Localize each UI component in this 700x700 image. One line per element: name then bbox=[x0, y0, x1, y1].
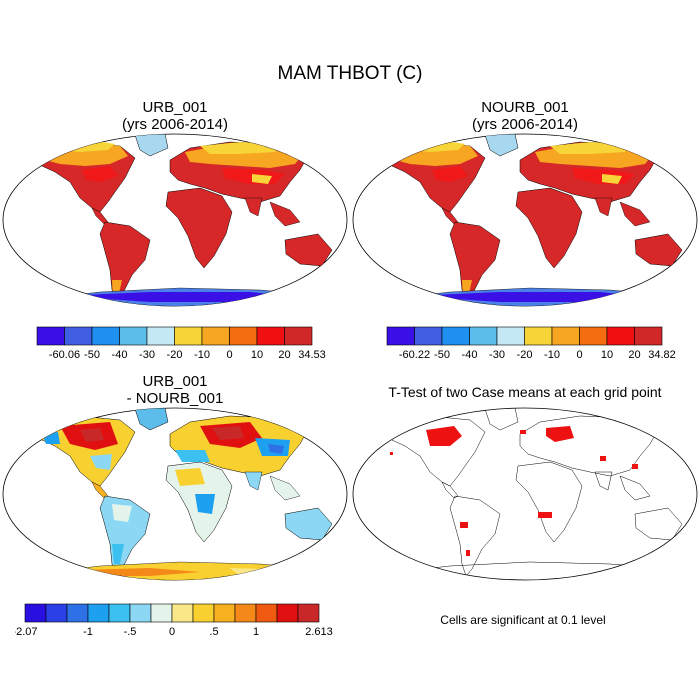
map-ttest bbox=[352, 407, 698, 581]
colorbar-tick-label: 10 bbox=[601, 349, 613, 361]
colorbar-tick-label: -2.07 bbox=[15, 626, 38, 638]
colorbar-box bbox=[66, 603, 89, 623]
colorbar-box bbox=[634, 326, 663, 346]
colorbar-box bbox=[87, 603, 110, 623]
colorbar-box bbox=[469, 326, 498, 346]
colorbar-box bbox=[119, 326, 148, 346]
colorbar-box bbox=[496, 326, 525, 346]
colorbar-box bbox=[129, 603, 152, 623]
colorbar-box bbox=[45, 603, 68, 623]
colorbar-box bbox=[441, 326, 470, 346]
colorbar-box bbox=[284, 326, 313, 346]
colorbar-tick-label: .5 bbox=[209, 626, 218, 638]
colorbar-box bbox=[524, 326, 553, 346]
colorbar-tick-label: 2.613 bbox=[305, 626, 333, 638]
colorbar-tick-label: 20 bbox=[278, 349, 290, 361]
panel-3-title: URB_001 - NOURB_001 bbox=[25, 373, 325, 407]
panel-2-title-line2: (yrs 2006-2014) bbox=[472, 116, 578, 133]
colorbar-urb-boxes bbox=[36, 326, 313, 346]
colorbar-nourb: -60.22 -50 -40 -30 -20 -10 0 10 20 34.82 bbox=[386, 326, 676, 361]
colorbar-box bbox=[229, 326, 258, 346]
panel-2-title-line1: NOURB_001 bbox=[481, 99, 569, 116]
colorbar-box bbox=[386, 326, 415, 346]
panel-4-title: T-Test of two Case means at each grid po… bbox=[388, 384, 662, 400]
colorbar-tick-label: -30 bbox=[139, 349, 155, 361]
colorbar-tick-label: -60.22 bbox=[399, 349, 430, 361]
colorbar-box bbox=[414, 326, 443, 346]
colorbar-box bbox=[201, 326, 230, 346]
colorbar-box bbox=[551, 326, 580, 346]
colorbar-box bbox=[108, 603, 131, 623]
significance-caption: Cells are significant at 0.1 level bbox=[440, 613, 606, 627]
colorbar-nourb-labels: -60.22 -50 -40 -30 -20 -10 0 10 20 34.82 bbox=[399, 349, 676, 361]
map-nourb bbox=[352, 133, 698, 307]
map-difference bbox=[2, 407, 348, 581]
colorbar-tick-label: -10 bbox=[194, 349, 210, 361]
colorbar-tick-label: -20 bbox=[167, 349, 183, 361]
colorbar-box bbox=[64, 326, 93, 346]
panel-2-title: NOURB_001 (yrs 2006-2014) bbox=[375, 99, 675, 133]
colorbar-tick-label: -1 bbox=[83, 626, 93, 638]
colorbar-tick-label: 0 bbox=[169, 626, 175, 638]
panel-3-title-line1: URB_001 bbox=[142, 373, 208, 390]
colorbar-box bbox=[146, 326, 175, 346]
colorbar-urb: -60.06 -50 -40 -30 -20 -10 0 10 20 34.53 bbox=[36, 326, 326, 361]
colorbar-tick-label: -40 bbox=[462, 349, 478, 361]
colorbar-tick-label: -40 bbox=[112, 349, 128, 361]
colorbar-difference: -2.07 -1 -.5 0 .5 1 2.613 bbox=[15, 603, 333, 638]
panel-1-title-line2: (yrs 2006-2014) bbox=[122, 116, 228, 133]
colorbar-box bbox=[174, 326, 203, 346]
colorbar-box bbox=[255, 603, 278, 623]
colorbar-box bbox=[213, 603, 236, 623]
colorbar-box bbox=[91, 326, 120, 346]
panel-1-title: URB_001 (yrs 2006-2014) bbox=[25, 99, 325, 133]
colorbar-urb-labels: -60.06 -50 -40 -30 -20 -10 0 10 20 34.53 bbox=[49, 349, 326, 361]
colorbar-box bbox=[24, 603, 47, 623]
colorbar-tick-label: -.5 bbox=[124, 626, 137, 638]
panel-3-title-line2: - NOURB_001 bbox=[126, 390, 224, 407]
colorbar-tick-label: 1 bbox=[253, 626, 259, 638]
colorbar-box bbox=[150, 603, 173, 623]
colorbar-box bbox=[192, 603, 215, 623]
colorbar-box bbox=[579, 326, 608, 346]
colorbar-box bbox=[297, 603, 320, 623]
map-urb bbox=[2, 133, 348, 307]
colorbar-tick-label: -30 bbox=[489, 349, 505, 361]
colorbar-box bbox=[36, 326, 65, 346]
colorbar-tick-label: 20 bbox=[628, 349, 640, 361]
colorbar-tick-label: -60.06 bbox=[49, 349, 80, 361]
colorbar-tick-label: 34.53 bbox=[298, 349, 326, 361]
main-title: MAM THBOT (C) bbox=[277, 63, 423, 84]
colorbar-tick-label: 0 bbox=[226, 349, 232, 361]
colorbar-tick-label: 34.82 bbox=[648, 349, 676, 361]
colorbar-tick-label: -50 bbox=[84, 349, 100, 361]
colorbar-tick-label: -20 bbox=[517, 349, 533, 361]
colorbar-tick-label: -10 bbox=[544, 349, 560, 361]
colorbar-difference-labels: -2.07 -1 -.5 0 .5 1 2.613 bbox=[15, 626, 333, 638]
colorbar-box bbox=[171, 603, 194, 623]
colorbar-nourb-boxes bbox=[386, 326, 663, 346]
colorbar-box bbox=[606, 326, 635, 346]
colorbar-box bbox=[276, 603, 299, 623]
colorbar-difference-boxes bbox=[24, 603, 320, 623]
colorbar-tick-label: -50 bbox=[434, 349, 450, 361]
panel-1-title-line1: URB_001 bbox=[142, 99, 208, 116]
colorbar-tick-label: 10 bbox=[251, 349, 263, 361]
colorbar-box bbox=[256, 326, 285, 346]
colorbar-tick-label: 0 bbox=[576, 349, 582, 361]
colorbar-box bbox=[234, 603, 257, 623]
